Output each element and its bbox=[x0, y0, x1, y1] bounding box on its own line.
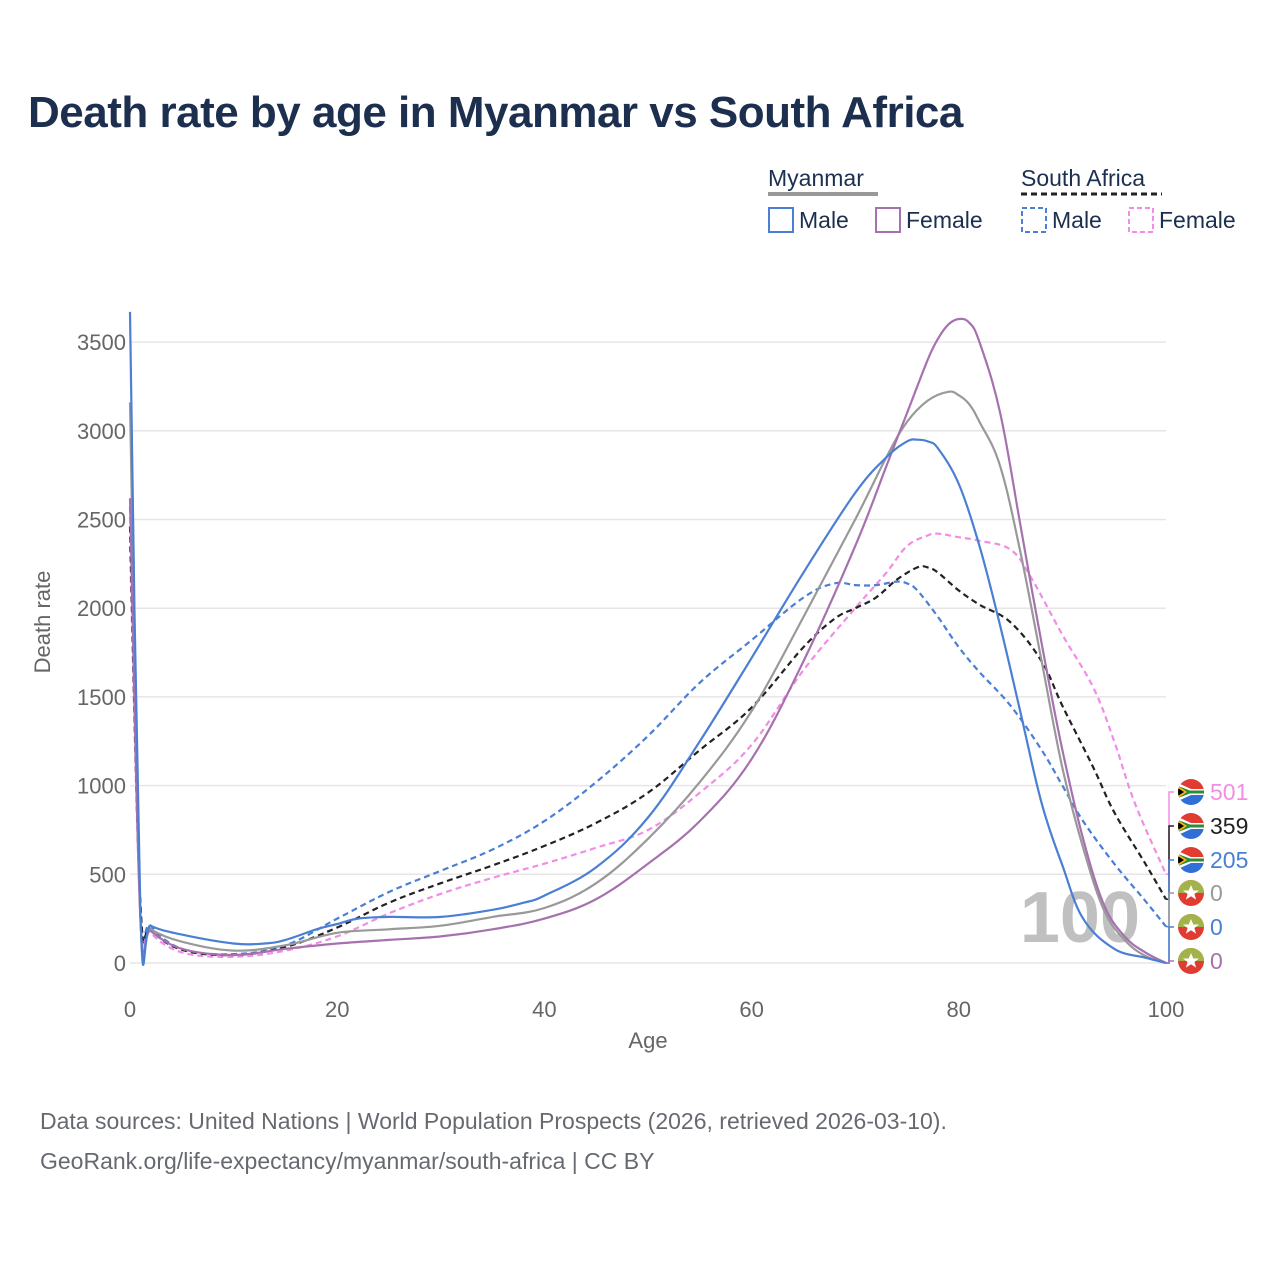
end-connector-1 bbox=[1166, 791, 1174, 875]
x-axis-label: Age bbox=[628, 1028, 667, 1053]
legend-mm-male-label[interactable]: Male bbox=[799, 207, 849, 233]
end-label-za-male: 205 bbox=[1210, 847, 1248, 873]
south-africa-flag-icon bbox=[1178, 813, 1204, 839]
x-tick-label-20: 20 bbox=[325, 997, 349, 1022]
watermark-layer: 100 bbox=[1020, 878, 1140, 958]
end-connector-2 bbox=[1166, 825, 1174, 901]
myanmar-flag-icon bbox=[1178, 914, 1204, 940]
legend-group-myanmar: Myanmar bbox=[768, 165, 864, 191]
legend-za-male-swatch[interactable] bbox=[1021, 207, 1047, 233]
series-layer bbox=[128, 311, 1168, 966]
legend-za-female-label[interactable]: Female bbox=[1159, 207, 1236, 233]
end-label-mm-total: 0 bbox=[1210, 880, 1223, 906]
y-tick-label-3500: 3500 bbox=[77, 330, 126, 355]
x-tick-label-60: 60 bbox=[739, 997, 763, 1022]
end-label-za-total: 359 bbox=[1210, 813, 1248, 839]
series-line-za-female bbox=[128, 532, 1168, 958]
grid-lines bbox=[130, 341, 1166, 964]
series-line-mm-male bbox=[128, 311, 1167, 966]
source-line-1: Data sources: United Nations | World Pop… bbox=[40, 1108, 947, 1134]
legend-mm-female-swatch[interactable] bbox=[875, 207, 901, 233]
south-africa-flag-icon bbox=[1178, 847, 1204, 873]
legend-za-male-label[interactable]: Male bbox=[1052, 207, 1102, 233]
x-tick-label-80: 80 bbox=[947, 997, 971, 1022]
y-tick-label-2500: 2500 bbox=[77, 508, 126, 533]
y-tick-label-1500: 1500 bbox=[77, 685, 126, 710]
series-line-za-male bbox=[128, 507, 1167, 956]
south-africa-flag-icon bbox=[1178, 779, 1204, 805]
y-axis-label: Death rate bbox=[30, 571, 55, 674]
chart-title: Death rate by age in Myanmar vs South Af… bbox=[28, 88, 963, 137]
y-tick-label-2000: 2000 bbox=[77, 596, 126, 621]
series-line-za-total bbox=[128, 526, 1167, 957]
y-tick-label-0: 0 bbox=[114, 951, 126, 976]
end-connector-6 bbox=[1166, 960, 1174, 964]
end-connector-5 bbox=[1166, 926, 1174, 964]
axes: 0 500 1000 1500 2000 2500 3000 3500 0 20 40 60 80 100 bbox=[77, 330, 1184, 1022]
legend: Myanmar Male Female South Africa Male Fe… bbox=[768, 165, 1236, 233]
x-tick-label-40: 40 bbox=[532, 997, 556, 1022]
myanmar-flag-icon bbox=[1178, 948, 1204, 974]
x-tick-label-0: 0 bbox=[124, 997, 136, 1022]
myanmar-flag-icon bbox=[1178, 880, 1204, 906]
end-label-mm-female: 0 bbox=[1210, 948, 1223, 974]
legend-za-female-swatch[interactable] bbox=[1128, 207, 1154, 233]
y-tick-label-1000: 1000 bbox=[77, 774, 126, 799]
end-labels: 501 359 205 0 0 0 bbox=[1166, 779, 1248, 974]
legend-mm-male-swatch[interactable] bbox=[768, 207, 794, 233]
end-label-za-female: 501 bbox=[1210, 779, 1248, 805]
series-line-mm-female bbox=[128, 317, 1167, 964]
legend-mm-female-label[interactable]: Female bbox=[906, 207, 983, 233]
x-tick-label-100: 100 bbox=[1148, 997, 1185, 1022]
watermark-year: 100 bbox=[1020, 878, 1140, 958]
series-line-mm-total bbox=[128, 390, 1167, 965]
source-line-2: GeoRank.org/life-expectancy/myanmar/sout… bbox=[40, 1148, 655, 1174]
y-tick-label-3000: 3000 bbox=[77, 419, 126, 444]
end-connector-4 bbox=[1166, 892, 1174, 964]
end-label-mm-male: 0 bbox=[1210, 914, 1223, 940]
y-tick-label-500: 500 bbox=[89, 862, 126, 887]
legend-group-south-africa: South Africa bbox=[1021, 165, 1145, 191]
